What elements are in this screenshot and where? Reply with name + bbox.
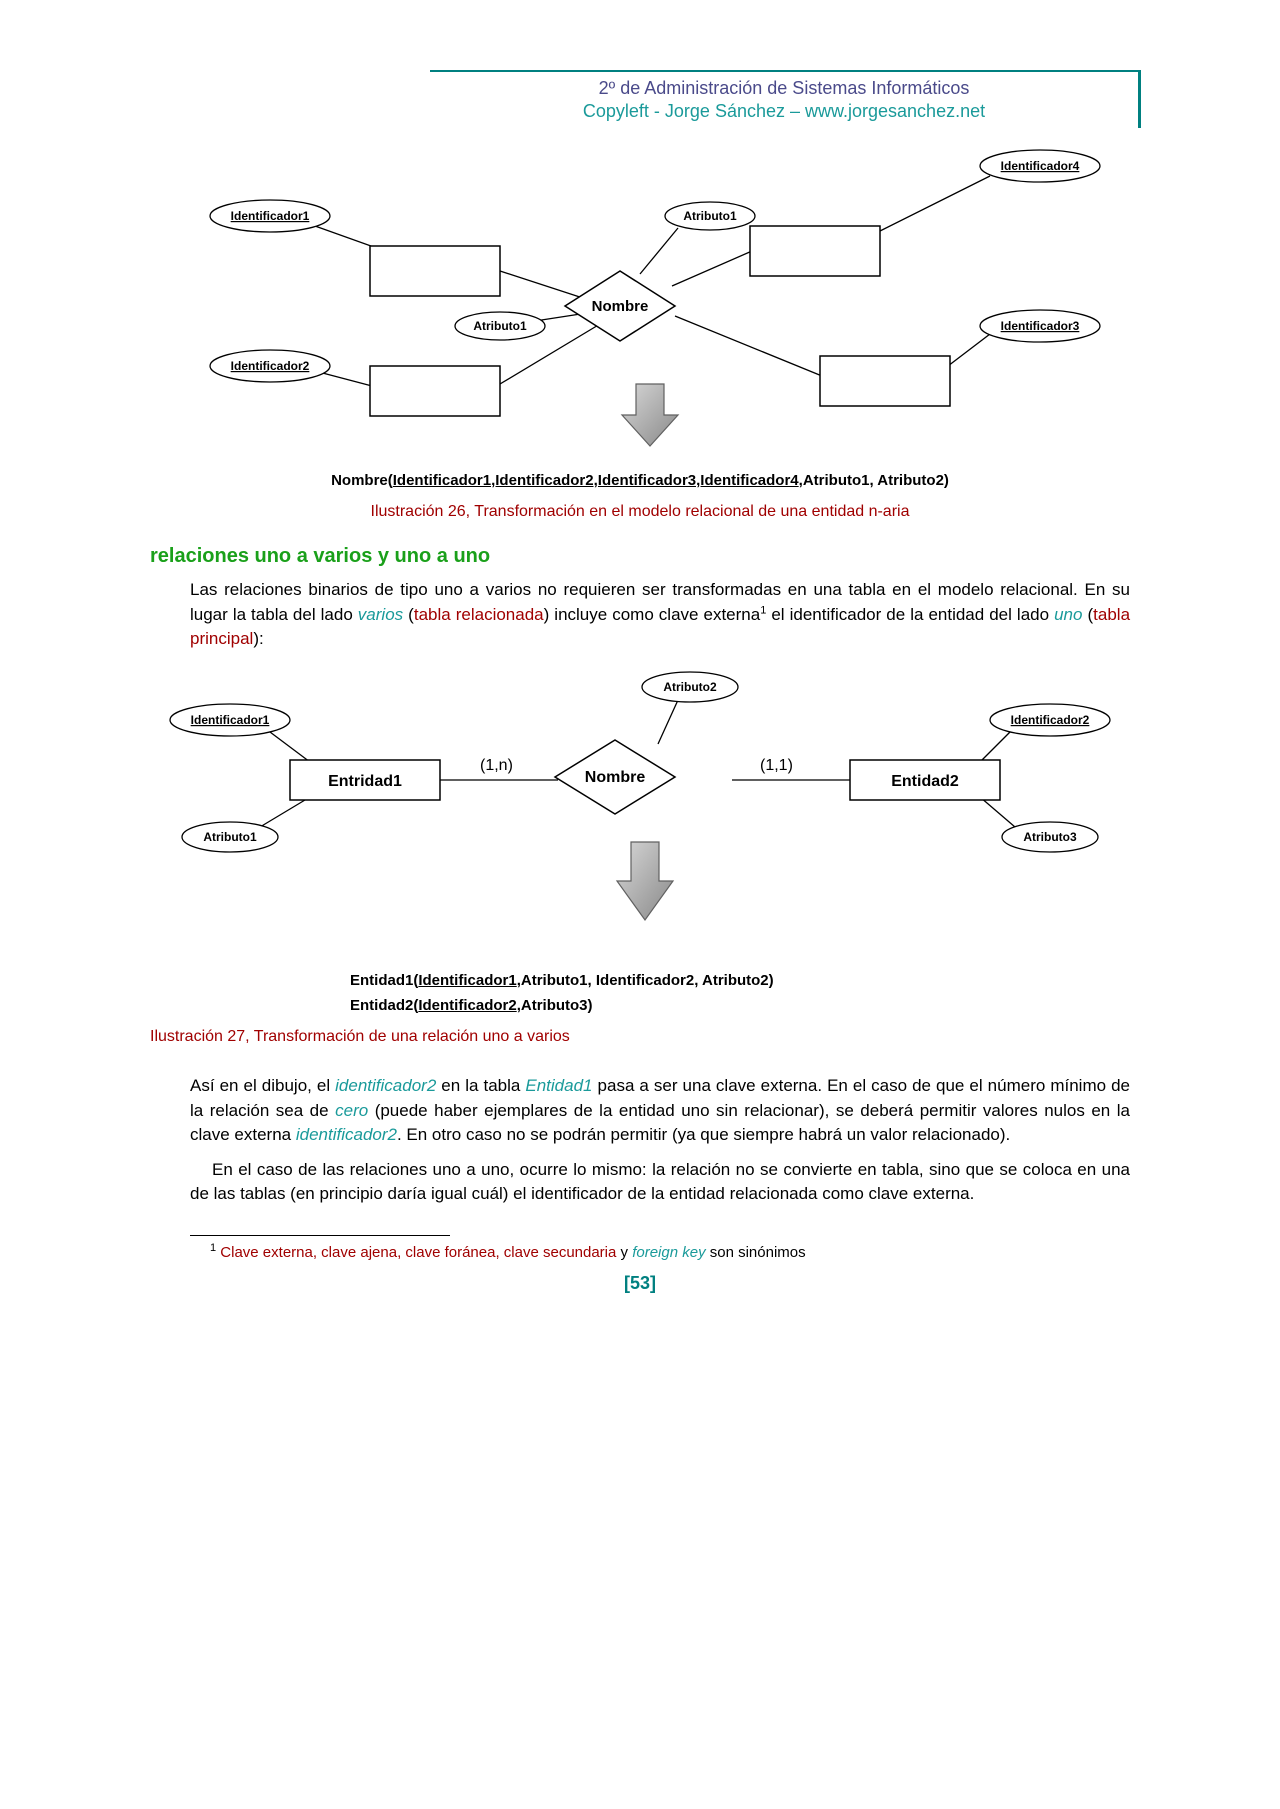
p2-b: en la tabla — [436, 1076, 525, 1095]
section-heading: relaciones uno a varios y uno a uno — [150, 545, 1130, 568]
page-header: 2º de Administración de Sistemas Informá… — [430, 70, 1141, 128]
p1-tabla-rel: tabla relacionada — [414, 605, 544, 624]
schema2b-prefix: Entidad2( — [350, 997, 418, 1014]
paragraph-3: En el caso de las relaciones uno a uno, … — [190, 1158, 1130, 1207]
schema1-prefix: Nombre( — [331, 472, 393, 489]
caption-2: Ilustración 27, Transformación de una re… — [150, 1028, 1130, 1046]
footnote-red: Clave externa, clave ajena, clave foráne… — [216, 1244, 616, 1261]
footnote-1: 1 Clave externa, clave ajena, clave forá… — [210, 1242, 1130, 1261]
schema2a-prefix: Entidad1( — [350, 972, 418, 989]
svg-text:Identificador1: Identificador1 — [231, 209, 310, 223]
schema2b-suffix: ,Atributo3) — [517, 997, 593, 1014]
p1-b: ( — [403, 605, 414, 624]
footnote-teal: foreign key — [632, 1244, 705, 1261]
paragraph-1: Las relaciones binarios de tipo uno a va… — [190, 578, 1130, 652]
p2-a: Así en el dibujo, el — [190, 1076, 335, 1095]
svg-text:Atributo3: Atributo3 — [1023, 830, 1077, 844]
schema-2a: Entidad1(Identificador1,Atributo1, Ident… — [350, 972, 1130, 989]
p2-idf2: identificador2 — [335, 1076, 436, 1095]
p1-c: ) incluye como clave externa — [544, 605, 761, 624]
svg-text:Atributo1: Atributo1 — [203, 830, 257, 844]
svg-text:Nombre: Nombre — [585, 769, 646, 786]
header-copyleft: Copyleft - Jorge Sánchez – www.jorgesanc… — [444, 101, 1124, 122]
p1-e: ( — [1082, 605, 1093, 624]
p1-d: el identificador de la entidad del lado — [766, 605, 1054, 624]
schema2b-key: Identificador2 — [418, 997, 516, 1014]
schema-2b: Entidad2(Identificador2,Atributo3) — [350, 997, 1130, 1014]
svg-text:Entidad2: Entidad2 — [891, 773, 959, 790]
svg-text:Identificador1: Identificador1 — [191, 713, 270, 727]
p1-f: ): — [253, 629, 263, 648]
svg-text:Entridad1: Entridad1 — [328, 773, 402, 790]
page-number: [53] — [150, 1273, 1130, 1294]
svg-text:Nombre: Nombre — [592, 298, 649, 315]
svg-text:Identificador2: Identificador2 — [231, 359, 310, 373]
p1-varios: varios — [358, 605, 403, 624]
diagram-2: Entridad1 Entidad2 Nombre Identificador1 Atr… — [160, 662, 1120, 962]
footnote-tail: son sinónimos — [706, 1244, 806, 1261]
schema-1: Nombre(Identificador1,Identificador2,Ide… — [150, 472, 1130, 489]
schema1-suffix: ,Atributo1, Atributo2) — [799, 472, 949, 489]
schema2a-key: Identificador1 — [418, 972, 516, 989]
caption-1: Ilustración 26, Transformación en el mod… — [150, 503, 1130, 521]
svg-text:Atributo1: Atributo1 — [473, 319, 527, 333]
p1-uno: uno — [1054, 605, 1082, 624]
schema2a-suffix: ,Atributo1, Identificador2, Atributo2) — [517, 972, 774, 989]
p2-ent1: Entidad1 — [525, 1076, 592, 1095]
p2-e: . En otro caso no se podrán permitir (ya… — [397, 1125, 1010, 1144]
footnote-separator — [190, 1235, 450, 1236]
svg-text:Atributo1: Atributo1 — [683, 209, 737, 223]
footnote-mid: y — [616, 1244, 632, 1261]
diagram-1: Nombre Identificador1 Identificador2 Identi… — [160, 136, 1120, 466]
schema1-keys: Identificador1,Identificador2,Identifica… — [393, 472, 799, 489]
p2-idf2b: identificador2 — [296, 1125, 397, 1144]
svg-text:(1,n): (1,n) — [480, 757, 513, 774]
svg-text:Identificador3: Identificador3 — [1001, 319, 1080, 333]
svg-text:Identificador4: Identificador4 — [1001, 159, 1080, 173]
paragraph-2: Así en el dibujo, el identificador2 en l… — [190, 1074, 1130, 1148]
header-course: 2º de Administración de Sistemas Informá… — [444, 78, 1124, 99]
svg-text:(1,1): (1,1) — [760, 757, 793, 774]
svg-text:Atributo2: Atributo2 — [663, 680, 717, 694]
svg-text:Identificador2: Identificador2 — [1011, 713, 1090, 727]
p2-cero: cero — [335, 1101, 368, 1120]
